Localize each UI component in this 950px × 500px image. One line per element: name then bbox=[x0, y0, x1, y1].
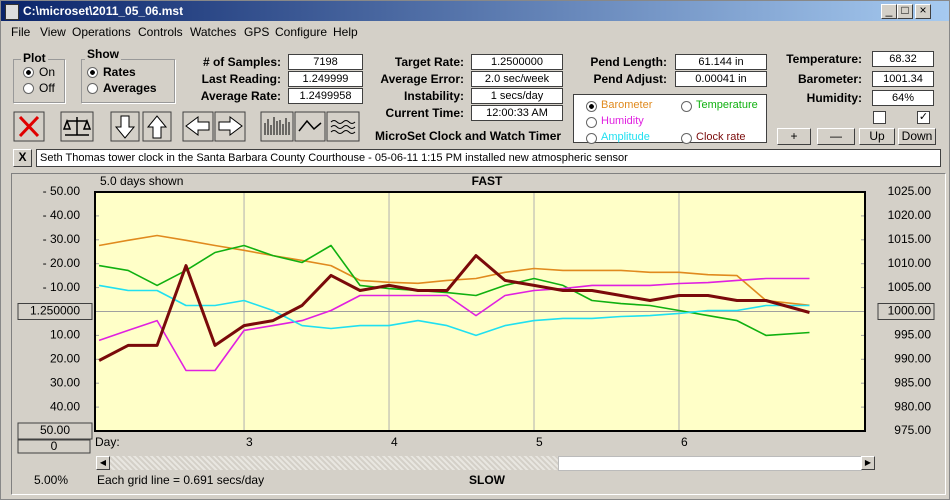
toolbar bbox=[13, 111, 360, 142]
field-label: Average Rate: bbox=[200, 89, 281, 103]
close-button[interactable]: × bbox=[915, 4, 931, 19]
radio[interactable] bbox=[586, 101, 597, 112]
radio[interactable] bbox=[87, 83, 98, 94]
scroll-thumb[interactable] bbox=[558, 456, 862, 471]
menu-item[interactable]: GPS bbox=[244, 25, 270, 39]
field-value: 2.0 sec/week bbox=[471, 71, 563, 87]
radio[interactable] bbox=[586, 117, 597, 128]
legend-label[interactable]: Temperature bbox=[696, 99, 758, 111]
waves-button[interactable] bbox=[326, 111, 360, 142]
menu-item[interactable]: Watches bbox=[190, 25, 237, 39]
legend-label[interactable]: Humidity bbox=[601, 115, 644, 127]
scale-button[interactable] bbox=[60, 111, 94, 142]
app-title: MicroSet Clock and Watch Timer bbox=[375, 129, 562, 143]
field-value: 12:00:33 AM bbox=[471, 105, 563, 121]
radio-label[interactable]: Off bbox=[39, 81, 55, 95]
menu-item[interactable]: Operations bbox=[72, 25, 131, 39]
checkbox[interactable]: ✓ bbox=[917, 111, 930, 124]
radio[interactable] bbox=[23, 67, 34, 78]
field-label: Instability: bbox=[403, 89, 464, 103]
note-text[interactable]: Seth Thomas tower clock in the Santa Bar… bbox=[36, 149, 941, 167]
menu-item[interactable]: Controls bbox=[138, 25, 183, 39]
field-label: Last Reading: bbox=[201, 72, 281, 86]
field-value: 1 secs/day bbox=[471, 88, 563, 104]
clear-button[interactable] bbox=[13, 111, 45, 142]
field-value: 1.249999 bbox=[288, 71, 363, 87]
show-group bbox=[81, 59, 175, 103]
field-label: Humidity: bbox=[806, 91, 862, 105]
right-button[interactable] bbox=[214, 111, 246, 142]
field-value: 7198 bbox=[288, 54, 363, 70]
app-icon bbox=[5, 4, 19, 20]
radio[interactable] bbox=[586, 133, 597, 144]
group-title: Plot bbox=[21, 51, 48, 65]
down-button[interactable] bbox=[110, 111, 140, 142]
title-bar: C:\microset\2011_05_06.mst bbox=[1, 1, 949, 21]
radio[interactable] bbox=[681, 101, 692, 112]
field-value: 0.00041 in bbox=[675, 71, 767, 87]
field-value: 64% bbox=[872, 90, 934, 106]
menu-item[interactable]: File bbox=[11, 25, 31, 39]
up-button[interactable] bbox=[142, 111, 172, 142]
maximize-button[interactable]: □ bbox=[897, 4, 913, 19]
button[interactable]: — bbox=[817, 128, 855, 145]
field-label: Barometer: bbox=[797, 72, 862, 86]
chart-panel bbox=[11, 173, 946, 495]
button[interactable]: Up bbox=[859, 128, 895, 145]
field-value: 1001.34 bbox=[872, 71, 934, 87]
field-value: 61.144 in bbox=[675, 54, 767, 70]
button[interactable]: + bbox=[777, 128, 811, 145]
field-label: # of Samples: bbox=[202, 55, 281, 69]
field-value: 68.32 bbox=[872, 51, 934, 67]
radio[interactable] bbox=[87, 67, 98, 78]
checkbox[interactable] bbox=[873, 111, 886, 124]
field-value: 1.2499958 bbox=[288, 88, 363, 104]
field-label: Average Error: bbox=[380, 72, 464, 86]
button[interactable]: Down bbox=[898, 128, 936, 145]
note-close[interactable]: X bbox=[13, 149, 32, 167]
legend-label[interactable]: Amplitude bbox=[601, 131, 650, 143]
field-label: Temperature: bbox=[786, 52, 862, 66]
left-button[interactable] bbox=[182, 111, 214, 142]
bars-button[interactable] bbox=[260, 111, 294, 142]
scroll-right[interactable]: ▶ bbox=[861, 456, 875, 470]
scroll-left[interactable]: ◀ bbox=[96, 456, 110, 470]
radio-label[interactable]: On bbox=[39, 65, 56, 79]
menu-item[interactable]: Help bbox=[333, 25, 358, 39]
legend-label[interactable]: Clock rate bbox=[696, 131, 746, 143]
menu-item[interactable]: Configure bbox=[275, 25, 328, 39]
radio-label[interactable]: Rates bbox=[103, 65, 136, 79]
sensor-panel bbox=[573, 94, 767, 143]
field-label: Pend Adjust: bbox=[593, 72, 667, 86]
line-button[interactable] bbox=[294, 111, 326, 142]
field-label: Current Time: bbox=[385, 106, 464, 120]
field-label: Target Rate: bbox=[394, 55, 464, 69]
radio-label[interactable]: Averages bbox=[103, 81, 157, 95]
radio[interactable] bbox=[23, 83, 34, 94]
field-value: 1.2500000 bbox=[471, 54, 563, 70]
menu-item[interactable]: View bbox=[40, 25, 66, 39]
legend-label[interactable]: Barometer bbox=[601, 99, 653, 111]
group-title: Show bbox=[85, 47, 121, 61]
window-title: C:\microset\2011_05_06.mst bbox=[23, 4, 184, 18]
field-label: Pend Length: bbox=[590, 55, 667, 69]
minimize-button[interactable]: _ bbox=[881, 4, 897, 19]
radio[interactable] bbox=[681, 133, 692, 144]
